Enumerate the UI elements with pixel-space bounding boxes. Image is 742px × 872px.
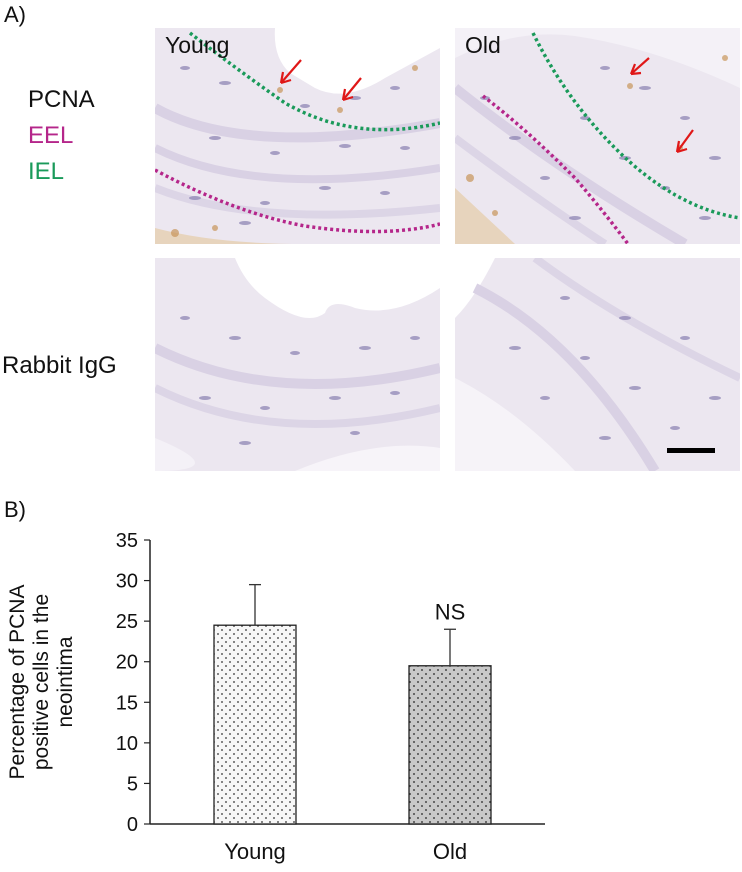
micrograph-young-igg: [155, 258, 440, 471]
micrograph-old-igg: [455, 258, 740, 471]
legend-eel: EEL: [28, 122, 74, 149]
bar-old: [408, 665, 492, 825]
panel-a-label: A): [4, 2, 26, 27]
y-axis-label: Percentage of PCNA positive cells in the n…: [6, 585, 77, 780]
legend-pcna: PCNA: [28, 86, 95, 113]
bar-chart: Percentage of PCNA positive cells in the n…: [0, 520, 742, 867]
legend-iel: IEL: [28, 158, 65, 185]
bar-chart-svg: Percentage of PCNA positive cells in the n…: [6, 530, 545, 864]
bars: NS: [213, 583, 492, 825]
micrograph-label-old: Old: [465, 32, 501, 58]
x-tick-label-old: Old: [433, 839, 467, 864]
y-tick-label: 35: [116, 530, 138, 552]
micrograph-young-pcna: Young: [155, 28, 440, 244]
micrograph-old-pcna: Old: [455, 28, 740, 244]
micrograph-label-young: Young: [165, 32, 230, 58]
y-axis-label-line: Percentage of PCNA: [6, 585, 29, 780]
y-tick-label: 0: [127, 814, 138, 836]
y-axis-label-group: Percentage of PCNA positive cells in the n…: [6, 585, 77, 780]
scale-bar: [667, 448, 715, 453]
y-tick-label: 25: [116, 611, 138, 633]
bar-young: [213, 624, 297, 825]
row-label-rabbit-igg: Rabbit IgG: [2, 352, 117, 379]
y-tick-label: 10: [116, 733, 138, 755]
panel-b-label: B): [4, 497, 26, 522]
y-axis-label-line: positive cells in the: [30, 594, 53, 770]
y-tick-label: 30: [116, 571, 138, 593]
x-tick-label-young: Young: [224, 839, 286, 864]
ns-annotation: NS: [435, 599, 466, 624]
y-tick-label: 5: [127, 773, 138, 795]
y-tick-label: 15: [116, 692, 138, 714]
y-axis-label-line: neointima: [54, 636, 77, 727]
stain-legend: PCNA EEL IEL: [28, 82, 95, 190]
axes: 0 5 10 15 20 25 30 35 Young Old: [116, 530, 545, 864]
y-tick-label: 20: [116, 652, 138, 674]
